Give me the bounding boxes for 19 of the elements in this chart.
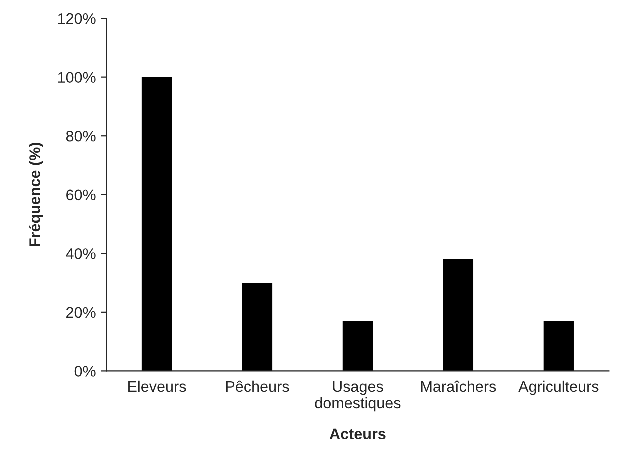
bar xyxy=(443,260,474,372)
bar xyxy=(242,283,273,372)
bar xyxy=(142,77,172,372)
y-tick-label: 120% xyxy=(58,13,96,24)
x-tick-label: Maraîchers xyxy=(421,380,496,392)
bar xyxy=(544,321,574,372)
x-tick-label: Usages domestiques xyxy=(315,381,401,412)
y-tick-label: 60% xyxy=(66,190,96,201)
y-tick-label: 20% xyxy=(66,307,96,318)
y-tick-label: 100% xyxy=(58,72,96,84)
y-axis-title: Fréquence (%) xyxy=(29,143,44,246)
bar xyxy=(342,321,374,372)
y-tick-label: 40% xyxy=(66,248,96,260)
x-tick-label: Pêcheurs xyxy=(226,380,290,392)
y-tick-label: 80% xyxy=(66,130,96,142)
x-tick-label: Eleveurs xyxy=(128,380,186,392)
x-tick-label: Agriculteurs xyxy=(518,380,599,396)
y-tick-label: 0% xyxy=(74,366,96,377)
x-axis-title: Acteurs xyxy=(330,428,386,440)
